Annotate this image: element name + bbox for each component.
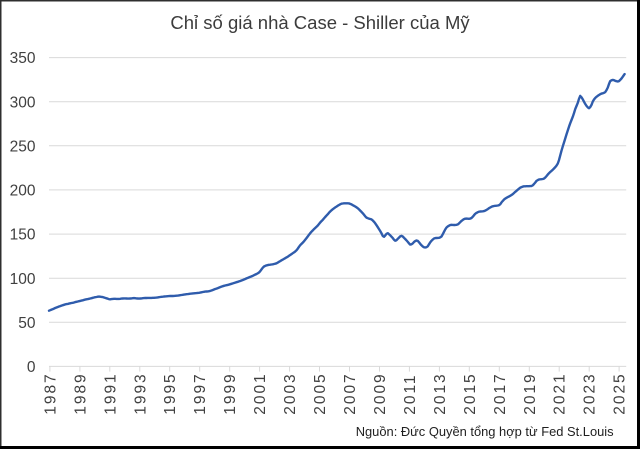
svg-text:2001: 2001 [252,372,269,414]
svg-text:2025: 2025 [612,372,629,414]
svg-text:250: 250 [10,138,36,155]
svg-text:50: 50 [18,315,36,332]
svg-text:100: 100 [10,271,36,288]
svg-text:2023: 2023 [582,372,599,414]
svg-text:2011: 2011 [402,373,419,414]
svg-text:2005: 2005 [312,372,329,414]
svg-text:200: 200 [10,183,36,200]
svg-text:350: 350 [10,50,36,67]
svg-text:2015: 2015 [462,372,479,414]
svg-text:1997: 1997 [192,372,209,414]
svg-text:300: 300 [10,94,36,111]
svg-text:1989: 1989 [72,372,89,414]
svg-text:2017: 2017 [492,372,509,414]
svg-text:1999: 1999 [222,372,239,414]
svg-text:2021: 2021 [552,372,569,414]
svg-text:1995: 1995 [162,372,179,414]
svg-text:2009: 2009 [372,372,389,414]
svg-text:2019: 2019 [522,372,539,414]
svg-text:2013: 2013 [432,372,449,414]
svg-text:0: 0 [27,359,36,376]
svg-text:Chỉ số giá nhà Case - Shiller: Chỉ số giá nhà Case - Shiller của Mỹ [170,12,470,33]
svg-text:Nguồn: Đức Quyền tổng hợp từ F: Nguồn: Đức Quyền tổng hợp từ Fed St.Loui… [356,424,614,439]
svg-text:150: 150 [10,227,36,244]
svg-text:2007: 2007 [342,372,359,414]
svg-text:1993: 1993 [132,372,149,414]
svg-text:1987: 1987 [42,372,59,414]
svg-text:2003: 2003 [282,372,299,414]
svg-text:1991: 1991 [102,372,119,414]
